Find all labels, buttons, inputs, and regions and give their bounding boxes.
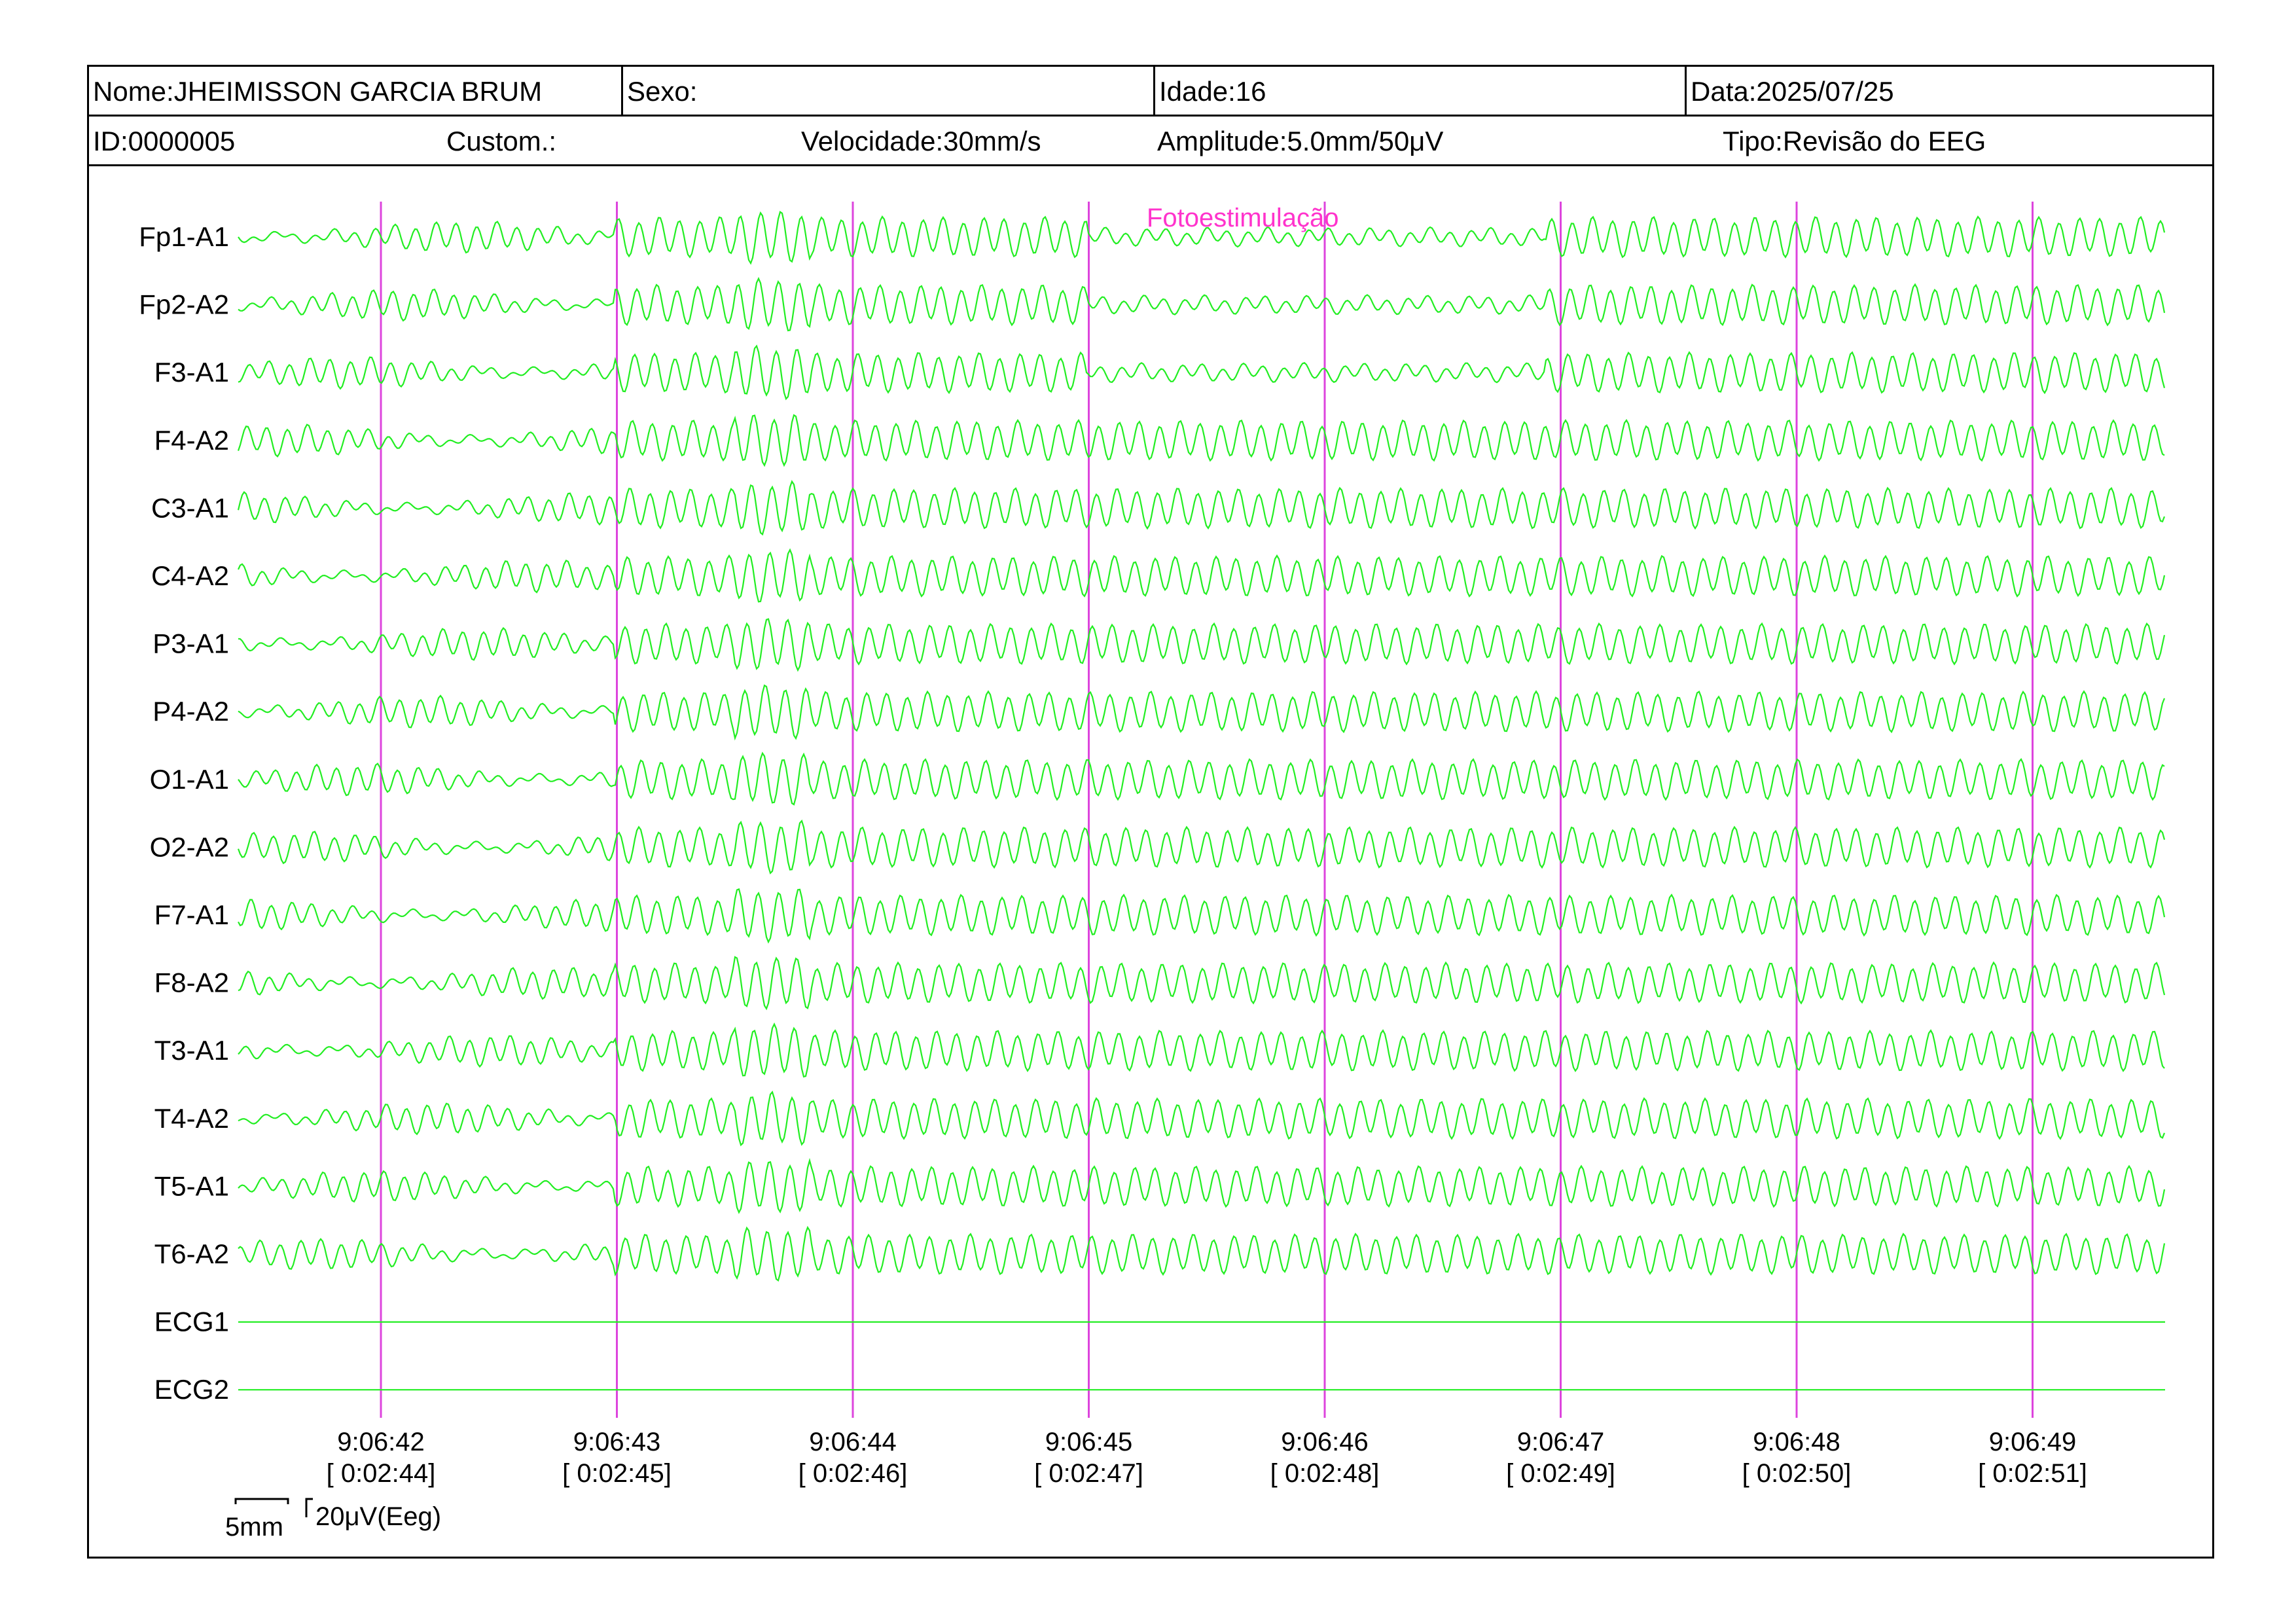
clock-time-label: 9:06:45: [1045, 1428, 1132, 1456]
amplitude-setting: Amplitude:5.0mm/50μV: [1157, 126, 1444, 156]
eeg-trace: [238, 1225, 2166, 1282]
channel-label: P3-A1: [152, 628, 229, 659]
elapsed-time-label: [ 0:02:44]: [327, 1459, 436, 1488]
patient-age: Idade:16: [1153, 67, 1685, 115]
eeg-trace: [238, 1157, 2166, 1214]
clock-time-label: 9:06:44: [809, 1428, 896, 1456]
channel-label: ECG1: [154, 1307, 229, 1337]
clock-time-label: 9:06:46: [1281, 1428, 1368, 1456]
eeg-trace: [238, 1091, 2166, 1147]
channel-label: T6-A2: [154, 1238, 229, 1269]
channel-label: T3-A1: [154, 1035, 229, 1066]
channel-label: C4-A2: [151, 560, 229, 591]
eeg-trace: [238, 276, 2166, 332]
clock-time-label: 9:06:49: [1989, 1428, 2076, 1456]
channel-label: Fp1-A1: [139, 221, 229, 252]
channel-label: T5-A1: [154, 1170, 229, 1201]
eeg-trace: [238, 956, 2166, 1011]
header-row-patient: Nome:JHEIMISSON GARCIA BRUM Sexo: Idade:…: [89, 67, 2212, 117]
eeg-trace: [238, 1022, 2165, 1078]
patient-sex: Sexo:: [621, 67, 1153, 115]
amplitude-scale-label: 20μV(Eeg): [315, 1502, 441, 1531]
time-axis: 9:06:42 [ 0:02:44] 9:06:43 [ 0:02:45] 9:06:4…: [327, 1428, 2087, 1488]
eeg-trace: [238, 618, 2166, 672]
channel-label: F8-A2: [154, 967, 229, 998]
channel-labels: Fp1-A1 Fp2-A2 F3-A1 F4-A2 C3-A1 C4-A2 P3-A1 P4-…: [139, 221, 229, 1405]
channel-label: O2-A2: [150, 831, 229, 862]
channel-label: F3-A1: [154, 357, 229, 388]
header-row-recording: ID:0000005 Custom.: Velocidade:30mm/s Am…: [89, 117, 2212, 166]
eeg-trace: [237, 480, 2166, 536]
channel-label: F4-A2: [154, 425, 229, 456]
eeg-trace: [238, 344, 2166, 401]
clock-time-label: 9:06:47: [1517, 1428, 1604, 1456]
eeg-trace: [238, 684, 2166, 741]
time-scale-bracket: [234, 1498, 289, 1504]
elapsed-time-label: [ 0:02:49]: [1506, 1459, 1615, 1488]
scale-bar: 5mm 20μV(Eeg): [225, 1498, 441, 1542]
channel-label: P4-A2: [152, 696, 229, 727]
eeg-trace: [238, 211, 2166, 265]
review-type: Tipo:Revisão do EEG: [1723, 126, 1986, 156]
elapsed-time-label: [ 0:02:46]: [798, 1459, 908, 1488]
clock-time-label: 9:06:48: [1753, 1428, 1840, 1456]
time-scale-label: 5mm: [225, 1513, 283, 1542]
patient-name: Nome:JHEIMISSON GARCIA BRUM: [93, 76, 543, 107]
eeg-trace: [238, 548, 2166, 603]
channel-label: ECG2: [154, 1374, 229, 1405]
record-id: ID:0000005: [93, 126, 236, 156]
eeg-trace: [237, 819, 2166, 875]
channel-label: F7-A1: [154, 899, 229, 930]
eeg-trace: [238, 751, 2165, 806]
elapsed-time-label: [ 0:02:45]: [562, 1459, 672, 1488]
clock-time-label: 9:06:42: [337, 1428, 424, 1456]
photic-stimulation-event: Fotoestimulação: [1147, 204, 1338, 232]
eeg-trace: [238, 888, 2166, 944]
elapsed-time-label: [ 0:02:47]: [1034, 1459, 1143, 1488]
elapsed-time-label: [ 0:02:51]: [1978, 1459, 2087, 1488]
eeg-traces: [237, 211, 2166, 1391]
channel-label: T4-A2: [154, 1103, 229, 1134]
eeg-trace: [237, 414, 2165, 467]
amplitude-scale-bracket: [305, 1498, 313, 1517]
second-markers: [380, 202, 2034, 1418]
channel-label: O1-A1: [150, 764, 229, 795]
clock-time-label: 9:06:43: [573, 1428, 660, 1456]
speed-setting: Velocidade:30mm/s: [801, 126, 1041, 156]
custom-field: Custom.:: [446, 126, 557, 156]
eeg-report-sheet: Nome:JHEIMISSON GARCIA BRUM Sexo: Idade:…: [87, 65, 2214, 1559]
channel-label: C3-A1: [151, 492, 229, 523]
record-date: Data:2025/07/25: [1685, 67, 2216, 115]
elapsed-time-label: [ 0:02:50]: [1742, 1459, 1852, 1488]
channel-label: Fp2-A2: [139, 289, 229, 320]
elapsed-time-label: [ 0:02:48]: [1270, 1459, 1380, 1488]
